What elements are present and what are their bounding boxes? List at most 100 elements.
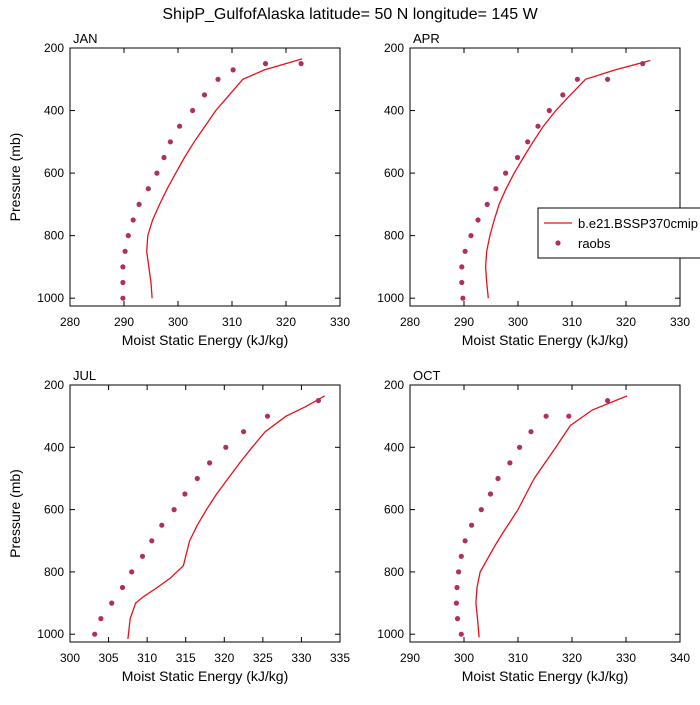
panel-label-jul: JUL <box>73 368 96 383</box>
y-tick-label-oct: 1000 <box>377 627 404 641</box>
panel-jul: JUL 300 305 310 315 320 325 330 335 200 400 600 800 1… <box>7 368 350 684</box>
panel-jan: JAN 280 290 300 310 320 330 200 400 600 800 1000 Moi… <box>7 31 350 348</box>
y-tick-label-oct: 200 <box>384 378 404 392</box>
obs-point-apr <box>574 76 581 82</box>
obs-point-jan <box>120 295 126 301</box>
x-tick-label-jan: 280 <box>60 315 80 329</box>
obs-point-oct <box>528 429 534 435</box>
x-tick-label-oct: 300 <box>454 651 474 665</box>
obs-point-jul <box>241 429 247 435</box>
obs-point-jan <box>145 186 151 192</box>
y-tick-label-oct: 600 <box>384 503 404 517</box>
obs-point-apr <box>525 139 531 145</box>
obs-point-jan <box>190 107 196 114</box>
x-tick-label-apr: 280 <box>400 315 420 329</box>
obs-point-oct <box>453 600 459 606</box>
obs-point-apr <box>503 170 509 176</box>
y-tick-label-jan: 200 <box>44 41 64 55</box>
obs-point-oct <box>458 553 464 559</box>
obs-point-apr <box>605 76 611 82</box>
x-tick-label-apr: 300 <box>508 315 528 329</box>
y-tick-label-apr: 200 <box>384 41 404 55</box>
obs-point-jul <box>315 398 321 404</box>
y-tick-label-apr: 600 <box>384 166 404 180</box>
obs-point-jan <box>120 264 126 270</box>
x-tick-label-jan: 330 <box>330 315 350 329</box>
obs-point-jul <box>119 584 126 591</box>
y-tick-label-jan: 1000 <box>37 291 64 305</box>
obs-point-apr <box>468 233 474 239</box>
x-tick-label-jul: 325 <box>253 651 273 665</box>
obs-point-oct <box>478 507 484 513</box>
obs-point-jul <box>92 631 98 637</box>
obs-point-jan <box>130 217 136 223</box>
obs-point-jan <box>161 154 167 161</box>
obs-point-jan <box>167 139 173 145</box>
obs-point-oct <box>469 522 475 528</box>
model-line-jul <box>127 395 325 639</box>
obs-point-apr <box>459 279 465 286</box>
obs-point-oct <box>454 616 461 622</box>
y-tick-label-jul: 400 <box>44 440 64 454</box>
obs-point-jul <box>98 616 104 622</box>
obs-point-jan <box>122 248 128 254</box>
x-tick-label-jul: 330 <box>291 651 311 665</box>
x-axis-label-jul: Moist Static Energy (kJ/kg) <box>122 668 289 684</box>
y-tick-label-apr: 800 <box>384 229 404 243</box>
x-tick-label-apr: 290 <box>454 315 474 329</box>
obs-point-jul <box>159 522 165 528</box>
obs-point-jan <box>120 279 126 286</box>
x-tick-label-apr: 320 <box>616 315 636 329</box>
obs-point-apr <box>459 264 465 270</box>
panel-label-apr: APR <box>413 31 440 46</box>
obs-point-apr <box>640 61 646 67</box>
y-tick-label-jul: 800 <box>44 565 64 579</box>
x-tick-label-oct: 310 <box>508 651 528 665</box>
x-tick-label-jan: 300 <box>168 315 188 329</box>
obs-point-jan <box>201 92 208 98</box>
obs-point-jan <box>125 233 131 239</box>
y-tick-label-jul: 1000 <box>37 627 64 641</box>
obs-point-apr <box>460 295 466 301</box>
plot-frame-jul <box>69 384 341 643</box>
obs-point-oct <box>566 413 572 419</box>
x-tick-label-apr: 310 <box>562 315 582 329</box>
obs-point-apr <box>462 248 468 254</box>
obs-point-jan <box>215 76 221 82</box>
obs-point-apr <box>535 123 541 129</box>
x-tick-label-oct: 330 <box>616 651 636 665</box>
x-tick-label-jul: 320 <box>214 651 234 665</box>
obs-point-jul <box>194 475 200 482</box>
legend-obs-swatch <box>555 240 561 246</box>
obs-point-jan <box>230 67 236 73</box>
obs-point-jul <box>129 569 135 575</box>
obs-point-jul <box>264 413 271 419</box>
obs-point-apr <box>560 92 566 98</box>
x-axis-label-apr: Moist Static Energy (kJ/kg) <box>462 332 629 348</box>
x-tick-label-jul: 305 <box>99 651 119 665</box>
obs-point-oct <box>543 413 549 419</box>
obs-point-apr <box>514 154 521 161</box>
y-tick-label-oct: 400 <box>384 440 404 454</box>
y-tick-label-jul: 600 <box>44 503 64 517</box>
y-axis-label-jan: Pressure (mb) <box>7 133 23 222</box>
y-tick-label-jul: 200 <box>44 378 64 392</box>
obs-point-oct <box>605 398 611 404</box>
obs-point-oct <box>456 569 462 575</box>
obs-point-apr <box>546 107 552 114</box>
model-line-jan <box>146 58 303 299</box>
y-tick-label-jan: 400 <box>44 104 64 118</box>
y-tick-label-oct: 800 <box>384 565 404 579</box>
obs-point-jul <box>109 600 115 606</box>
legend-obs-label: raobs <box>578 236 611 251</box>
obs-point-jul <box>139 553 146 559</box>
obs-point-apr <box>484 201 490 207</box>
legend-box <box>537 207 700 259</box>
x-tick-label-jul: 300 <box>60 651 80 665</box>
obs-point-jul <box>182 491 188 497</box>
legend: b.e21.BSSP370cmip raobs <box>537 207 700 259</box>
panel-label-jan: JAN <box>73 31 98 46</box>
y-axis-label-jul: Pressure (mb) <box>7 469 23 558</box>
model-line-oct <box>475 395 628 638</box>
x-tick-label-jul: 335 <box>330 651 350 665</box>
